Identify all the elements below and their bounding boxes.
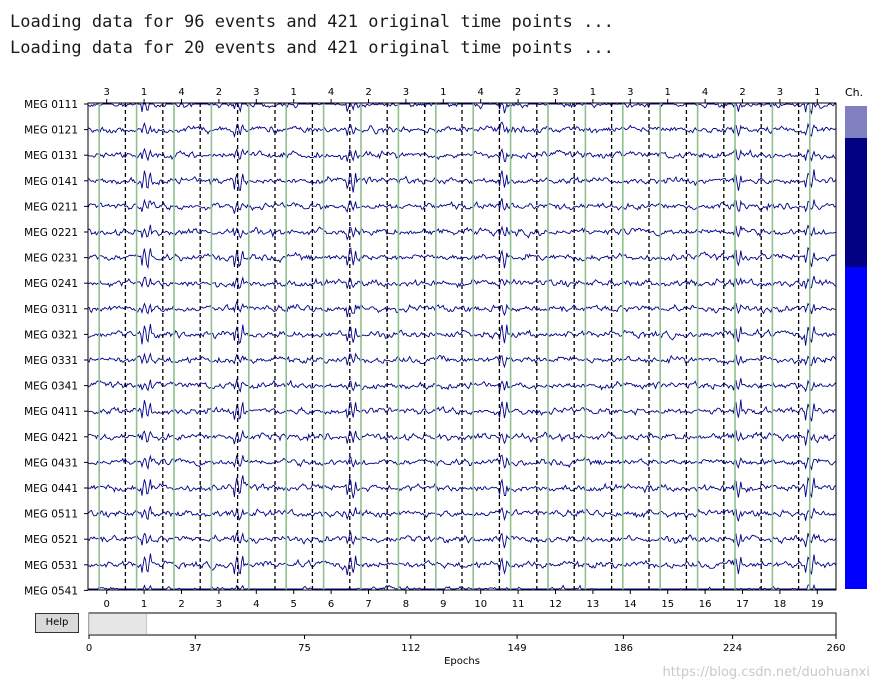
channel-label[interactable]: MEG 0431 [24,457,78,469]
event-id-label: 4 [478,87,484,98]
epoch-tick-label: 9 [440,599,446,610]
help-button[interactable]: Help [35,613,79,633]
channel-label[interactable]: MEG 0311 [24,304,78,316]
epoch-tick-label: 19 [811,599,824,610]
scrollbar-tick-label: 37 [189,643,202,654]
channel-scrollbar-label: Ch. [845,86,863,99]
channel-trace [87,121,836,139]
channel-label[interactable]: MEG 0321 [24,329,78,341]
scrollbar-xlabel: Epochs [444,656,480,667]
event-id-label: 1 [590,87,596,98]
channel-label[interactable]: MEG 0411 [24,406,78,418]
channel-label[interactable]: MEG 0331 [24,355,78,367]
channel-trace [87,275,836,290]
epoch-tick-label: 10 [474,599,487,610]
channel-trace [87,475,836,499]
epoch-tick-label: 13 [587,599,600,610]
scrollbar-tick-label: 75 [298,643,311,654]
epoch-tick-label: 15 [661,599,674,610]
channel-label[interactable]: MEG 0531 [24,560,78,572]
watermark: https://blog.csdn.net/duohuanxi [662,665,871,680]
epoch-axis: 0 1 2 3 4 5 6 7 8 9 10 11 12 13 14 15 16 17 18 19 [104,590,824,610]
event-id-label: 1 [291,87,297,98]
epoch-tick-label: 18 [774,599,787,610]
scrollbar-tick-label: 112 [401,643,420,654]
event-id-label: 1 [141,87,147,98]
channel-trace [87,553,836,576]
epoch-tick-label: 2 [178,599,184,610]
channel-trace [87,198,836,214]
epoch-tick-label: 7 [365,599,371,610]
channel-label[interactable]: MEG 0131 [24,150,78,162]
channel-label[interactable]: MEG 0441 [24,483,78,495]
event-id-label: 3 [104,87,110,98]
epoch-tick-label: 0 [104,599,110,610]
channel-scrollbar[interactable] [845,106,867,589]
scrollbar-tick-label: 260 [826,643,845,654]
epoch-scrollbar-thumb[interactable] [88,613,147,635]
event-id-label: 2 [739,87,745,98]
epoch-tick-label: 5 [291,599,297,610]
epoch-scrollbar[interactable]: 0 37 75 112 149 186 224 260 [86,612,846,654]
epoch-lines-layer [98,103,811,590]
channel-group-segment[interactable] [845,106,867,138]
scrollbar-tick-label: 186 [614,643,633,654]
channel-label[interactable]: MEG 0421 [24,432,78,444]
event-id-label: 2 [515,87,521,98]
epoch-tick-label: 1 [141,599,147,610]
event-id-label: 1 [440,87,446,98]
event-id-label: 2 [216,87,222,98]
epoch-tick-label: 4 [253,599,259,610]
channel-labels: MEG 0111 MEG 0121 MEG 0131 MEG 0141 MEG 0211… [24,99,88,597]
channel-label[interactable]: MEG 0341 [24,381,78,393]
channel-label[interactable]: MEG 0521 [24,534,78,546]
event-id-label: 3 [552,87,558,98]
channel-label[interactable]: MEG 0241 [24,278,78,290]
event-id-label: 4 [178,87,184,98]
console-line: Loading data for 96 events and 421 origi… [10,12,614,32]
event-id-label: 1 [814,87,820,98]
event-id-label: 2 [365,87,371,98]
event-id-label: 4 [702,87,708,98]
event-id-label: 3 [403,87,409,98]
epoch-tick-label: 6 [328,599,334,610]
channel-label[interactable]: MEG 0511 [24,509,78,521]
channel-label[interactable]: MEG 0121 [24,125,78,137]
event-id-label: 1 [665,87,671,98]
event-id-label: 4 [328,87,334,98]
channel-trace [87,428,836,446]
event-id-label: 3 [777,87,783,98]
epoch-tick-label: 16 [699,599,712,610]
channel-label[interactable]: MEG 0211 [24,201,78,213]
channel-label[interactable]: MEG 0221 [24,227,78,239]
main-plot-area[interactable] [87,102,837,591]
scrollbar-tick-label: 0 [86,643,92,654]
epoch-tick-label: 12 [549,599,562,610]
channel-label[interactable]: MEG 0111 [24,99,78,111]
scrollbar-tick-label: 224 [723,643,742,654]
console-line: Loading data for 20 events and 421 origi… [10,38,614,58]
epoch-tick-label: 8 [403,599,409,610]
channel-trace [87,323,836,346]
epoch-tick-label: 14 [624,599,637,610]
channel-trace [88,399,836,422]
event-id-label: 3 [627,87,633,98]
channel-label[interactable]: MEG 0141 [24,176,78,188]
channel-trace [87,352,836,369]
event-id-label: 3 [253,87,259,98]
epoch-scrollbar-track[interactable] [88,612,837,636]
channel-label[interactable]: MEG 0231 [24,253,78,265]
event-id-labels: 3 1 4 2 3 1 4 2 3 1 4 2 3 1 3 1 4 2 3 1 [104,87,820,103]
epoch-tick-label: 17 [736,599,749,610]
epoch-tick-label: 11 [512,599,525,610]
channel-view-thumb[interactable] [845,138,867,267]
scrollbar-tick-label: 149 [508,643,527,654]
epoch-tick-label: 3 [216,599,222,610]
channel-label[interactable]: MEG 0541 [24,585,78,597]
channel-group-segment[interactable] [845,267,867,589]
